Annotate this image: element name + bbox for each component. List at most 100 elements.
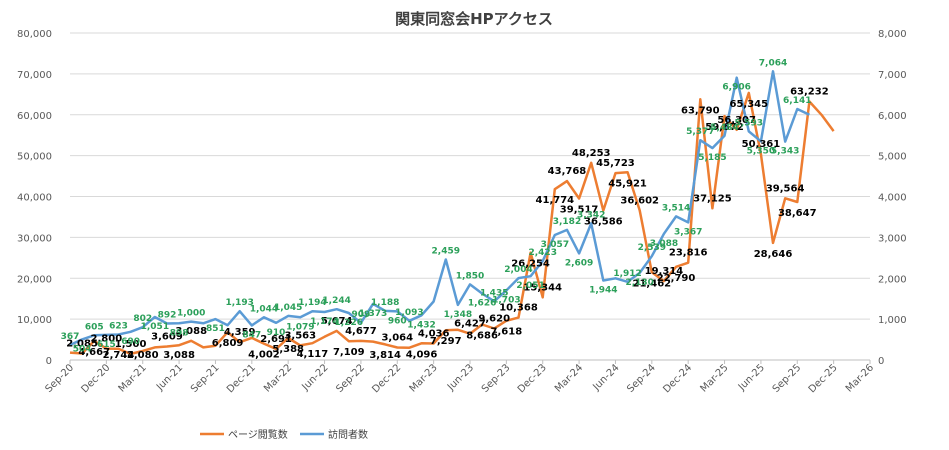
pageviews-data-label: 4,359 (224, 327, 256, 338)
pageviews-data-label: 1,500 (115, 339, 147, 350)
visitors-data-label: 960 (388, 316, 407, 326)
visitors-data-label: 1,435 (480, 288, 508, 298)
visitors-data-label: 1,000 (177, 309, 205, 319)
visitors-data-label: 1,703 (492, 295, 520, 305)
right-y-tick-label: 2,000 (878, 274, 907, 285)
visitors-data-label: 2,539 (638, 243, 666, 253)
series-lines (69, 70, 835, 356)
pageviews-data-label: 2,800 (91, 334, 123, 345)
pageviews-data-label: 63,790 (681, 105, 720, 116)
pageviews-data-label: 8,686 (466, 330, 498, 341)
visitors-data-label: 3,182 (553, 217, 581, 227)
visitors-data-label: 851 (206, 324, 225, 334)
visitors-data-label: 1,174 (310, 317, 338, 327)
right-y-tick-label: 6,000 (878, 111, 907, 122)
visitors-data-label: 1,626 (468, 299, 496, 309)
visitors-data-label: 7,064 (759, 58, 787, 68)
visitors-data-label: 5,185 (698, 153, 726, 163)
pageviews-data-label: 41,774 (536, 195, 575, 206)
visitors-data-label: 3,342 (577, 210, 605, 220)
pageviews-data-label: 56,307 (717, 115, 756, 126)
pageviews-data-label: 2,744 (103, 350, 135, 361)
pageviews-data-label: 10,368 (499, 303, 538, 314)
visitors-data-label: 1,244 (322, 296, 350, 306)
visitors-line (69, 70, 810, 347)
visitors-data-label: 802 (133, 314, 152, 324)
visitors-data-label: 1,188 (371, 298, 399, 308)
pageviews-data-label: 59,672 (705, 122, 744, 133)
visitors-data-label: 1,193 (225, 298, 253, 308)
visitors-data-label: 847 (242, 330, 261, 340)
visitors-data-label: 2,609 (565, 258, 593, 268)
pageviews-data-label: 2,080 (127, 350, 159, 361)
pageviews-data-label: 7,109 (333, 347, 365, 358)
visitors-data-label: 2,051 (516, 281, 544, 291)
visitors-data-label: 615 (97, 340, 116, 350)
visitors-data-label: 623 (109, 322, 128, 332)
left-y-tick-label: 0 (46, 356, 52, 367)
left-y-tick-label: 60,000 (17, 111, 52, 122)
visitors-data-label: 1,194 (298, 298, 326, 308)
pageviews-data-label: 5,388 (272, 344, 304, 355)
pageviews-data-label: 65,345 (729, 99, 768, 110)
pageviews-data-label: 50,361 (742, 139, 781, 150)
pageviews-data-label: 3,609 (151, 332, 183, 343)
right-y-tick-label: 0 (878, 356, 884, 367)
pageviews-data-label: 45,723 (596, 158, 635, 169)
visitors-data-label: 1,912 (613, 269, 641, 279)
visitors-data-label: 5,484 (710, 123, 738, 133)
pageviews-data-label: 63,232 (790, 87, 829, 98)
pageviews-data-label: 4,677 (345, 326, 377, 337)
pageviews-data-label: 28,646 (754, 249, 793, 260)
visitors-data-label: 5,377 (686, 127, 714, 137)
visitors-data-label: 3,057 (541, 240, 569, 250)
visitors-data-label: 690 (121, 337, 140, 347)
pageviews-data-label: 37,125 (693, 193, 732, 204)
visitors-data-label: 892 (158, 311, 177, 321)
pageviews-data-label: 4,117 (297, 349, 329, 360)
pageviews-line (69, 91, 835, 356)
visitors-data-label: 2,004 (504, 265, 532, 275)
visitors-data-label: 898 (170, 328, 189, 338)
legend: ページ閲覧数 訪問者数 (200, 428, 368, 441)
pageviews-data-label: 3,088 (163, 350, 195, 361)
left-y-tick-label: 50,000 (17, 152, 52, 163)
right-y-axis: 0 1,000 2,000 3,000 4,000 5,000 6,000 7,000 8,00… (878, 29, 907, 367)
visitors-data-label: 3,514 (662, 203, 690, 213)
pageviews-data-label: 7,618 (491, 327, 523, 338)
chart-title: 関東同窓会HPアクセス (395, 10, 553, 28)
visitors-data-label: 1,373 (359, 309, 387, 319)
pageviews-data-label: 2,691 (260, 334, 292, 345)
right-y-tick-label: 5,000 (878, 152, 907, 163)
visitors-data-label: 1,051 (141, 322, 169, 332)
pageviews-data-label: 3,563 (284, 330, 316, 341)
right-y-tick-label: 4,000 (878, 193, 907, 204)
pageviews-data-label: 3,064 (381, 332, 413, 343)
visitors-data-label: 605 (85, 322, 104, 332)
pageviews-data-label: 22,790 (657, 273, 696, 284)
pageviews-data-label: 39,517 (560, 204, 599, 215)
right-y-tick-label: 3,000 (878, 233, 907, 244)
left-y-tick-label: 80,000 (17, 29, 52, 40)
visitors-data-label: 1,432 (407, 320, 435, 330)
pageviews-data-label: 3,814 (369, 350, 401, 361)
pageviews-data-label: 39,564 (766, 183, 805, 194)
left-y-axis: 0 10,000 20,000 30,000 40,000 50,000 60,000 70,… (17, 29, 52, 367)
pageviews-data-label: 6,427 (454, 319, 486, 330)
pageviews-data-label: 2,085 (66, 338, 98, 349)
pageviews-data-label: 4,667 (78, 347, 110, 358)
right-y-tick-label: 8,000 (878, 29, 907, 40)
left-y-tick-label: 10,000 (17, 315, 52, 326)
pageviews-data-label: 4,096 (406, 349, 438, 360)
visitors-data-label: 1,348 (444, 310, 472, 320)
visitors-data-label: 1,093 (395, 308, 423, 318)
visitors-data-label: 1,226 (335, 318, 363, 328)
visitors-data-label: 6,906 (722, 83, 750, 93)
visitors-data-label: 1,079 (286, 322, 314, 332)
visitors-data-label: 910 (267, 328, 286, 338)
visitors-data-label: 5,343 (771, 147, 799, 157)
visitors-data-label: 5,350 (747, 146, 775, 156)
pageviews-data-label: 6,809 (212, 338, 244, 349)
